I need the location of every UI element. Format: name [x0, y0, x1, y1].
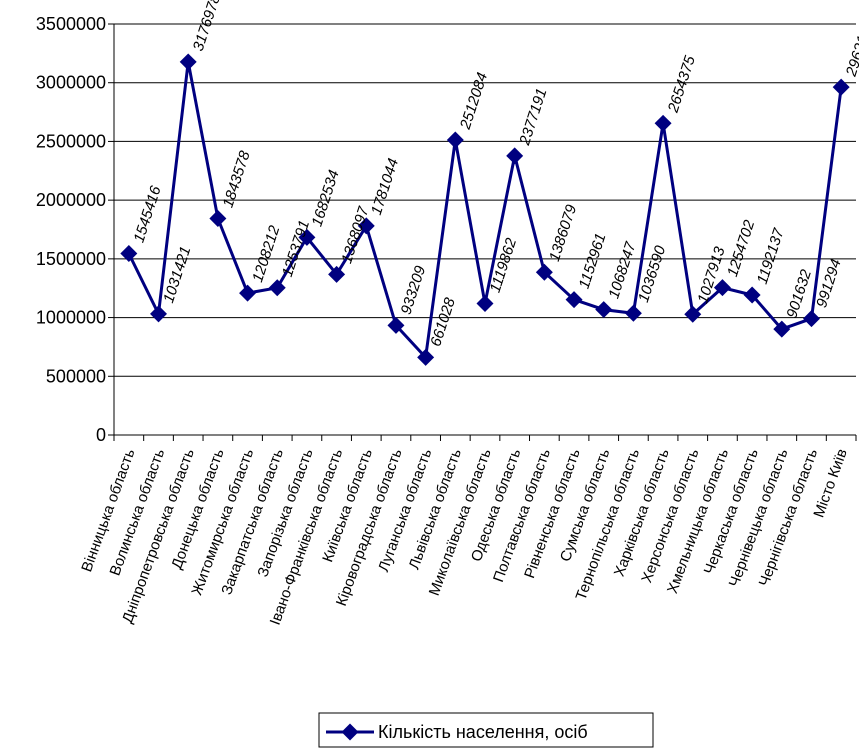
data-point-marker — [268, 279, 286, 297]
y-tick-label: 2500000 — [36, 131, 106, 151]
data-label: 1208212 — [249, 223, 283, 284]
data-point-marker — [713, 279, 731, 297]
data-label: 1781044 — [368, 156, 402, 217]
data-point-marker — [565, 291, 583, 309]
data-label: 3176978 — [190, 0, 224, 53]
data-label: 1253791 — [279, 218, 313, 279]
data-point-marker — [120, 245, 138, 263]
data-point-marker — [357, 217, 375, 235]
data-label: 1152961 — [576, 231, 610, 291]
series-layer — [120, 53, 850, 366]
data-label: 1068247 — [605, 239, 639, 300]
data-point-marker — [328, 265, 346, 283]
data-point-marker — [150, 305, 168, 323]
y-tick-label: 0 — [96, 425, 106, 445]
data-point-marker — [446, 131, 464, 149]
data-point-marker — [535, 263, 553, 281]
data-label: 1386079 — [546, 202, 580, 263]
data-label: 2377191 — [516, 86, 551, 148]
data-point-marker — [209, 210, 227, 227]
data-point-marker — [239, 284, 257, 302]
y-tick-label: 1500000 — [36, 249, 106, 269]
y-tick-label: 3500000 — [36, 14, 106, 34]
data-point-marker — [179, 53, 197, 71]
data-point-marker — [773, 320, 791, 338]
data-label: 2962180 — [842, 17, 859, 79]
legend-box — [318, 712, 654, 748]
data-label: 2512084 — [457, 70, 492, 132]
data-point-marker — [506, 147, 524, 165]
y-tick-label: 2000000 — [36, 190, 106, 210]
data-label: 1192137 — [754, 226, 788, 286]
data-point-marker — [387, 316, 405, 334]
data-point-marker — [802, 310, 820, 328]
y-tick-label: 500000 — [46, 366, 106, 386]
data-point-marker — [654, 114, 672, 132]
legend: Кількість населення, осіб — [318, 712, 654, 748]
data-point-marker — [298, 228, 316, 246]
data-label: 1027913 — [694, 244, 728, 305]
data-point-marker — [684, 305, 702, 323]
data-point-marker — [832, 78, 850, 96]
data-label: 2654375 — [664, 53, 699, 115]
data-point-marker — [743, 286, 761, 304]
y-tick-label: 1000000 — [36, 308, 106, 328]
data-point-marker — [476, 295, 494, 312]
legend-label: Кількість населення, осіб — [378, 722, 588, 742]
data-label: 933209 — [398, 263, 430, 316]
data-point-marker — [624, 304, 642, 322]
data-point-marker — [595, 301, 613, 319]
y-tick-label: 3000000 — [36, 73, 106, 93]
legend-marker-icon — [341, 723, 359, 741]
gridlines — [114, 23, 856, 377]
data-label: 1545416 — [130, 183, 164, 244]
data-point-marker — [417, 348, 435, 366]
axes: 0 500000 1000000 1500000 2000000 2500000 30000… — [36, 14, 857, 445]
data-label: 1254702 — [724, 217, 758, 278]
data-label: 1682534 — [309, 168, 343, 229]
